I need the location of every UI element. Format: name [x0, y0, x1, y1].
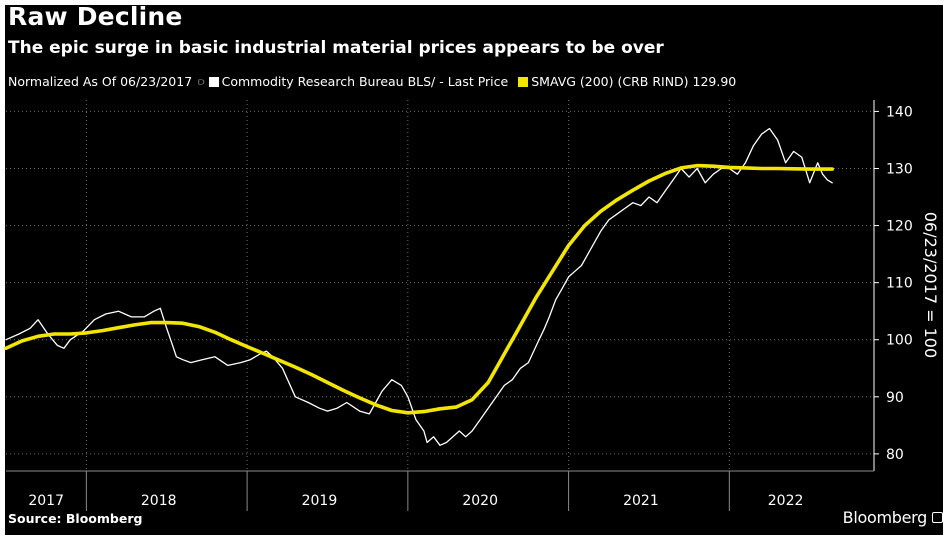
y-tick-label: 130: [886, 161, 913, 177]
legend-label-smavg: SMAVG (200) (CRB RIND) 129.90: [531, 74, 737, 89]
y-tick-label: 100: [886, 333, 913, 349]
x-tick-label: 2019: [302, 493, 338, 509]
brand-logo: Bloomberg: [842, 508, 928, 527]
chart-legend: Normalized As Of 06/23/2017 ⫐ Commodity …: [8, 74, 736, 89]
chart-title: Raw Decline: [8, 2, 183, 31]
x-tick-label: 2022: [768, 493, 804, 509]
x-tick-label: 2020: [462, 493, 498, 509]
price-series-line: [5, 127, 833, 446]
y-tick-label: 90: [886, 390, 904, 406]
x-tick-label: 2017: [28, 493, 64, 509]
y-tick-label: 120: [886, 219, 913, 235]
x-tick-label: 2021: [623, 493, 659, 509]
y-tick-label: 110: [886, 276, 913, 292]
legend-label-price: Commodity Research Bureau BLS/ - Last Pr…: [221, 74, 509, 89]
y-axis-label: 06/23/2017 = 100: [921, 212, 940, 358]
chart-subtitle: The epic surge in basic industrial mater…: [8, 38, 664, 58]
source-note: Source: Bloomberg: [8, 511, 143, 526]
y-tick-label: 80: [886, 447, 904, 463]
x-tick-label: 2018: [141, 493, 177, 509]
pin-icon: ⫐: [198, 74, 205, 88]
normalized-label: Normalized As Of 06/23/2017: [8, 74, 193, 89]
smavg-series-line: [4, 163, 835, 415]
bloomberg-icon: [932, 512, 943, 523]
legend-swatch-smavg: [518, 76, 529, 87]
legend-swatch-price: [208, 76, 219, 87]
chart-frame: [5, 5, 943, 535]
y-tick-label: 140: [886, 104, 913, 120]
